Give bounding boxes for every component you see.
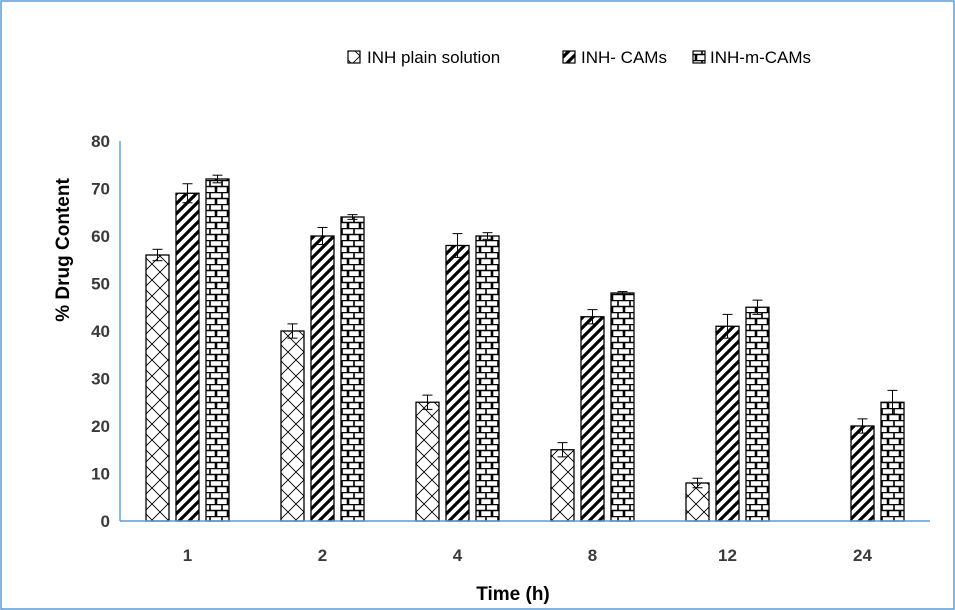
bar-crosshatch xyxy=(145,254,170,522)
x-tick-label: 4 xyxy=(453,546,463,565)
y-tick-label: 60 xyxy=(91,227,110,246)
legend-label: INH-m-CAMs xyxy=(710,48,811,67)
x-tick-label: 8 xyxy=(588,546,597,565)
legend-item-inh-plain-solution: INH plain solution xyxy=(347,48,500,67)
bar-crosshatch xyxy=(685,482,710,522)
bar-brick xyxy=(475,235,500,522)
legend-swatch-crosshatch xyxy=(347,50,361,64)
legend-swatch-diagonal xyxy=(562,50,576,64)
legend: INH plain solution INH- CAMs INH-m-CAMs xyxy=(347,48,811,67)
bar-crosshatch xyxy=(280,330,305,522)
bar-brick xyxy=(880,401,905,522)
y-tick-label: 50 xyxy=(91,275,110,294)
y-tick-label: 20 xyxy=(91,417,110,436)
bar-crosshatch xyxy=(550,449,575,522)
y-axis-ticks: 0 10 20 30 40 50 60 70 80 xyxy=(91,132,110,531)
bar-diagonal xyxy=(715,325,740,522)
bar-brick xyxy=(610,292,635,522)
legend-swatch-brick xyxy=(692,50,706,64)
x-tick-label: 12 xyxy=(718,546,737,565)
bar-brick xyxy=(745,306,770,522)
x-axis-title: Time (h) xyxy=(476,584,550,605)
bar-diagonal xyxy=(850,425,875,522)
legend-label: INH- CAMs xyxy=(581,48,667,67)
bar-diagonal xyxy=(310,235,335,522)
error-bars xyxy=(152,174,898,489)
y-tick-label: 40 xyxy=(91,322,110,341)
y-tick-label: 70 xyxy=(91,180,110,199)
bar-brick xyxy=(205,178,230,522)
bars xyxy=(145,178,905,522)
axes xyxy=(119,141,930,522)
legend-label: INH plain solution xyxy=(367,48,500,67)
x-tick-label: 1 xyxy=(183,546,192,565)
y-tick-label: 10 xyxy=(91,465,110,484)
y-tick-label: 80 xyxy=(91,132,110,151)
bar-diagonal xyxy=(580,316,605,522)
x-tick-label: 24 xyxy=(853,546,872,565)
legend-item-inh-cams: INH- CAMs xyxy=(562,48,667,67)
bar-brick xyxy=(340,216,365,522)
y-tick-label: 30 xyxy=(91,370,110,389)
bar-diagonal xyxy=(175,192,200,522)
y-axis-title: % Drug Content xyxy=(53,178,74,322)
bar-diagonal xyxy=(445,244,470,522)
y-tick-label: 0 xyxy=(101,512,110,531)
x-axis-ticks: 1 2 4 8 12 24 xyxy=(183,546,873,565)
bar-crosshatch xyxy=(415,401,440,522)
x-tick-label: 2 xyxy=(318,546,327,565)
legend-item-inh-m-cams: INH-m-CAMs xyxy=(692,48,811,67)
